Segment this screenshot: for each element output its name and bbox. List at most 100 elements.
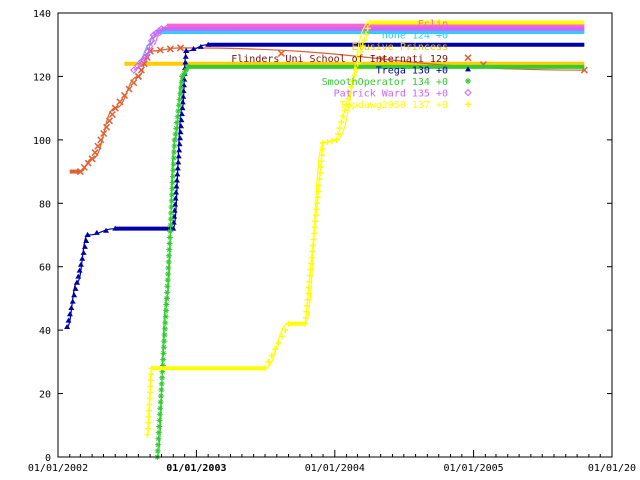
series-patrick-ward-point [152,29,160,37]
series-smoothoperator-point [167,228,174,235]
series-topdawg2050-point [305,284,312,291]
y-tick-label: 20 [39,390,51,401]
series-trega-point [178,111,185,117]
series-flinders-uni-school-of-internati-point [108,110,116,119]
series-topdawg2050-point [351,72,358,79]
series-smoothoperator-point [169,185,176,192]
series-topdawg2050-point [316,176,323,183]
series-smoothoperator-point [162,313,169,320]
series-trega-point [183,48,190,54]
series-smoothoperator-point [158,380,165,387]
series-trega-point [65,317,72,323]
series-trega-point [172,195,179,201]
y-tick-label: 100 [33,136,51,147]
series-smoothoperator-point [155,429,162,436]
series-smoothoperator-point [159,374,166,381]
series-smoothoperator-point [171,136,178,143]
series-trega-point [175,159,182,165]
series-smoothoperator-point [158,386,165,393]
series-trega-point [81,243,88,249]
series-trega-point [190,45,197,51]
series-smoothoperator-point [185,63,192,70]
series-flinders-uni-school-of-internati-point [137,66,145,74]
series-topdawg2050-point [341,107,348,114]
series-smoothoperator-point [161,338,168,345]
series-smoothoperator-point [160,356,167,363]
legend-item-none-label: none 124 +0 [382,31,448,42]
series-layer [64,19,588,460]
series-smoothoperator-point [183,67,190,74]
series-topdawg2050-point [302,320,309,327]
series-trega-point [197,43,204,49]
series-smoothoperator-point [169,173,176,180]
series-trega-point [179,99,186,105]
series-smoothoperator-point [171,142,178,149]
series-smoothoperator-point [168,210,175,217]
series-flinders-uni-school-of-internati-point [97,136,105,144]
series-smoothoperator-point [154,447,161,454]
series-smoothoperator-point [175,108,182,115]
series-flinders-uni-school-of-internati-point [378,55,386,63]
series-trega-point [64,323,71,329]
series-topdawg2050-point [312,218,319,225]
series-topdawg2050-point [304,302,311,309]
series-flinders-uni-school-of-internati-point [103,123,111,131]
series-smoothoperator-point [165,264,172,271]
series-flinders-uni-school-of-internati-point [125,85,133,93]
y-tick-label: 120 [33,72,51,83]
series-trega-point [66,311,73,317]
series-patrick-ward-point [149,31,158,39]
x-tick-label: 01/01/2004 [305,463,365,474]
series-smoothoperator-point [164,289,171,296]
legend-item-smoothoperator-label: SmoothOperator 134 +0 [322,77,448,88]
series-flinders-uni-school-of-internati-point [100,129,108,138]
series-flinders-uni-school-of-internati-point [130,79,138,87]
series-topdawg2050-point [324,138,331,145]
series-topdawg2050-point [146,395,153,402]
series-topdawg2050-point [309,248,316,255]
series-smoothoperator-point [157,393,164,400]
series-topdawg2050-point [359,42,366,49]
series-flinders-uni-school-of-internati-point [91,149,99,157]
series-flinders-uni-school-of-internati-point [116,98,124,106]
series-trega-point [72,285,79,291]
series-patrick-ward-point [147,37,156,45]
legend-item-topdawg2050-marker [465,101,471,108]
series-eclip [153,23,585,46]
series-trega-point [176,147,183,153]
series-smoothoperator-point [157,399,164,406]
series-topdawg2050-point [306,272,313,279]
series-trega-point [176,141,183,147]
series-trega-point [73,279,80,285]
series-smoothoperator-point [166,234,173,241]
series-smoothoperator [154,63,585,460]
series-topdawg2050-point [148,365,155,372]
series-trega-point [79,255,86,261]
series-flinders-uni-school-of-internati-point [156,46,164,54]
series-smoothoperator-point [155,435,162,442]
series-topdawg2050-point [309,242,316,249]
series-smoothoperator-point [168,197,175,204]
series-topdawg2050-point [356,54,363,61]
x-tick-label: 01/01/2005 [443,463,503,474]
series-flinders-uni-school-of-internati-point [120,91,129,99]
series-smoothoperator-point [159,368,166,375]
x-tick-label: 01/01/20 [588,463,636,474]
series-smoothoperator-point [161,332,168,339]
series-trega-point [71,292,78,298]
series-topdawg2050-point [144,431,151,438]
series-smoothoperator-point [156,411,163,418]
series-smoothoperator-point [156,423,163,430]
series-patrick-ward-point [130,66,138,74]
series-topdawg2050-point [334,130,341,137]
legend-item-patrick-ward-point [464,88,472,97]
series-topdawg2050-point [311,224,318,231]
series-topdawg2050-point [307,266,314,273]
legend-item-flinders-uni-school-of-internati-point [464,54,472,62]
series-smoothoperator-point [167,222,174,229]
series-smoothoperator-point [176,96,183,103]
series-trega-point [76,267,83,273]
series-topdawg2050-point [278,333,285,340]
series-smoothoperator-point [164,283,171,290]
